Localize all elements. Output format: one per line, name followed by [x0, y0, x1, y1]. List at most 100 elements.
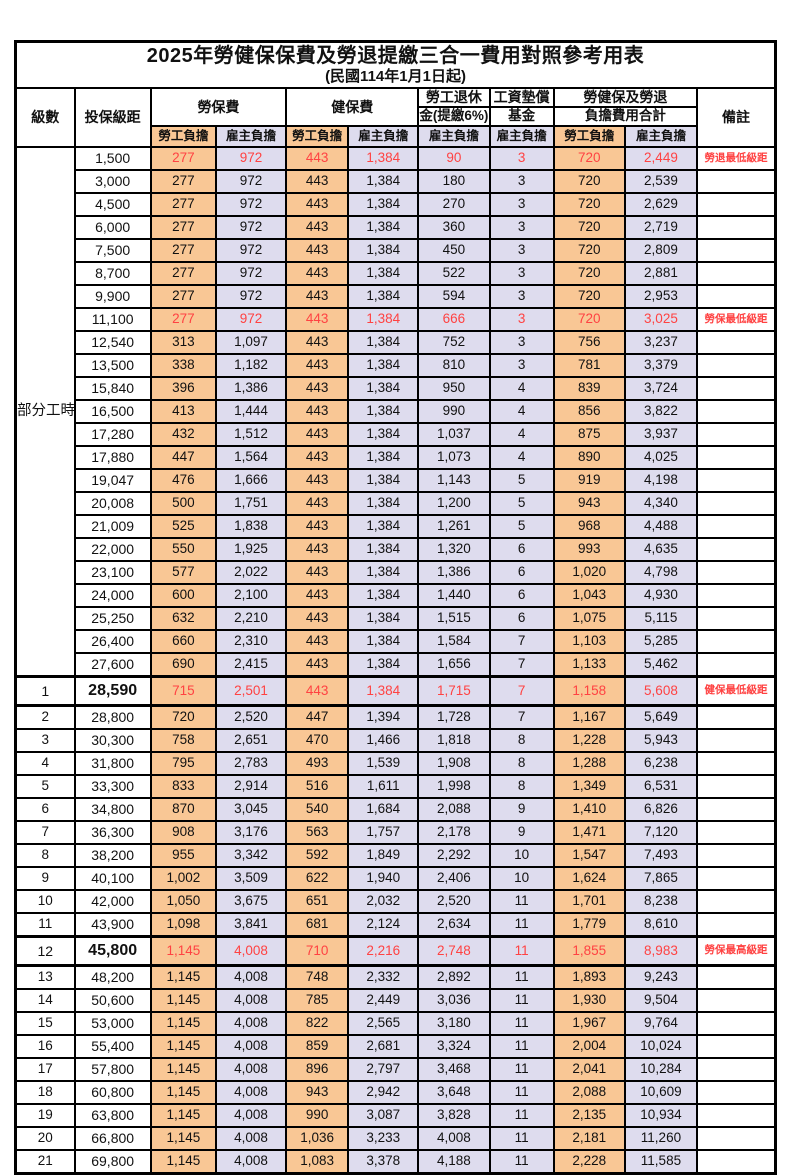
- value-cell-total_employee: 720: [552, 215, 626, 240]
- table-body: 部分工時 1,500 277 972 443 1,384 90 3 720 2,449 勞退最低級距…: [14, 146, 777, 1175]
- remark-cell: [696, 704, 777, 730]
- remark-cell: [696, 866, 777, 891]
- value-cell-pension_employer: 752: [417, 330, 491, 355]
- table-row: 20,008 500 1,751 443 1,384 1,200 5 943 4,340: [16, 491, 777, 516]
- bracket-cell: 16,500: [73, 399, 152, 424]
- table-row: 16,500 413 1,444 443 1,384 990 4 856 3,822: [16, 399, 777, 424]
- remark-cell: [696, 376, 777, 401]
- value-cell-wage_fund_employer: 4: [488, 445, 555, 470]
- remark-cell: [696, 1057, 777, 1082]
- value-cell-total_employee: 1,167: [552, 704, 626, 730]
- level-cell: 21: [14, 1149, 76, 1175]
- value-cell-total_employee: 1,349: [552, 774, 626, 799]
- value-cell-health_employee: 710: [285, 935, 350, 967]
- value-cell-total_employee: 856: [552, 399, 626, 424]
- value-cell-health_employee: 443: [285, 284, 350, 309]
- bracket-cell: 42,000: [73, 889, 152, 914]
- table-row: 27,600 690 2,415 443 1,384 1,656 7 1,133 5,462: [16, 652, 777, 678]
- value-cell-pension_employer: 2,892: [417, 964, 491, 990]
- value-cell-total_employer: 8,983: [623, 935, 699, 967]
- col-header-wage-fund-line1: 工資墊償: [488, 87, 555, 108]
- value-cell-labor_employer: 4,008: [214, 1126, 288, 1151]
- bracket-cell: 1,500: [73, 146, 152, 171]
- value-cell-health_employee: 443: [285, 192, 350, 217]
- remark-cell: [696, 728, 777, 753]
- table-row: 18 60,800 1,145 4,008 943 2,942 3,648 11 2,088 10…: [14, 1080, 777, 1105]
- bracket-cell: 21,009: [73, 514, 152, 539]
- col-header-total-line1: 勞健保及勞退: [552, 87, 699, 108]
- value-cell-labor_employee: 277: [149, 192, 217, 217]
- value-cell-labor_employee: 277: [149, 284, 217, 309]
- value-cell-pension_employer: 360: [417, 215, 491, 240]
- value-cell-health_employer: 1,384: [347, 399, 420, 424]
- value-cell-pension_employer: 1,143: [417, 468, 491, 493]
- remark-cell: [696, 399, 777, 424]
- value-cell-total_employer: 9,504: [623, 988, 699, 1013]
- value-cell-labor_employer: 3,045: [214, 797, 288, 822]
- table-row: 12 45,800 1,145 4,008 710 2,216 2,748 11 1,855 8,…: [14, 935, 777, 967]
- value-cell-wage_fund_employer: 3: [488, 238, 555, 263]
- value-cell-total_employer: 6,238: [623, 751, 699, 776]
- subheader-wage-fund-employer: 雇主負擔: [488, 125, 555, 148]
- value-cell-total_employer: 5,943: [623, 728, 699, 753]
- value-cell-health_employee: 493: [285, 751, 350, 776]
- value-cell-health_employer: 2,216: [347, 935, 420, 967]
- value-cell-wage_fund_employer: 7: [488, 629, 555, 654]
- table-row: 3 30,300 758 2,651 470 1,466 1,818 8 1,228 5,943: [14, 728, 777, 753]
- value-cell-labor_employer: 972: [214, 261, 288, 286]
- value-cell-labor_employee: 1,145: [149, 988, 217, 1013]
- value-cell-pension_employer: 2,292: [417, 843, 491, 868]
- value-cell-wage_fund_employer: 6: [488, 537, 555, 562]
- remark-cell: [696, 238, 777, 263]
- remark-cell: [696, 330, 777, 355]
- value-cell-total_employer: 4,798: [623, 560, 699, 585]
- level-cell: 13: [14, 964, 76, 990]
- bracket-cell: 9,900: [73, 284, 152, 309]
- remark-cell: [696, 964, 777, 990]
- value-cell-pension_employer: 666: [417, 307, 491, 332]
- value-cell-labor_employee: 432: [149, 422, 217, 447]
- value-cell-pension_employer: 1,584: [417, 629, 491, 654]
- value-cell-labor_employee: 908: [149, 820, 217, 845]
- bracket-cell: 17,880: [73, 445, 152, 470]
- remark-cell: [696, 1103, 777, 1128]
- value-cell-pension_employer: 90: [417, 146, 491, 171]
- table-row: 20 66,800 1,145 4,008 1,036 3,233 4,008 11 2,181…: [14, 1126, 777, 1151]
- value-cell-health_employee: 443: [285, 560, 350, 585]
- value-cell-total_employer: 10,024: [623, 1034, 699, 1059]
- value-cell-total_employer: 4,025: [623, 445, 699, 470]
- value-cell-health_employer: 1,384: [347, 468, 420, 493]
- bracket-cell: 19,047: [73, 468, 152, 493]
- remark-cell: [696, 1080, 777, 1105]
- value-cell-health_employee: 443: [285, 399, 350, 424]
- value-cell-labor_employee: 1,145: [149, 1126, 217, 1151]
- remark-cell: [696, 774, 777, 799]
- value-cell-labor_employee: 1,050: [149, 889, 217, 914]
- value-cell-health_employer: 2,449: [347, 988, 420, 1013]
- value-cell-wage_fund_employer: 4: [488, 376, 555, 401]
- value-cell-total_employer: 9,243: [623, 964, 699, 990]
- table-row: 15,840 396 1,386 443 1,384 950 4 839 3,724: [16, 376, 777, 401]
- value-cell-total_employee: 2,181: [552, 1126, 626, 1151]
- value-cell-health_employer: 1,384: [347, 675, 420, 707]
- bracket-cell: 30,300: [73, 728, 152, 753]
- value-cell-labor_employee: 870: [149, 797, 217, 822]
- remark-cell: [696, 889, 777, 914]
- value-cell-labor_employee: 1,145: [149, 1080, 217, 1105]
- value-cell-health_employer: 1,384: [347, 583, 420, 608]
- table-row: 17,280 432 1,512 443 1,384 1,037 4 875 3,937: [16, 422, 777, 447]
- bracket-cell: 38,200: [73, 843, 152, 868]
- bracket-cell: 40,100: [73, 866, 152, 891]
- value-cell-wage_fund_employer: 11: [488, 1011, 555, 1036]
- subheader-health-employee: 勞工負擔: [285, 125, 350, 148]
- value-cell-total_employer: 3,379: [623, 353, 699, 378]
- table-row: 26,400 660 2,310 443 1,384 1,584 7 1,103 5,285: [16, 629, 777, 654]
- value-cell-labor_employee: 277: [149, 169, 217, 194]
- value-cell-total_employer: 8,610: [623, 912, 699, 938]
- value-cell-labor_employer: 4,008: [214, 935, 288, 967]
- value-cell-health_employer: 1,384: [347, 652, 420, 678]
- value-cell-total_employer: 4,635: [623, 537, 699, 562]
- remark-cell: 勞退最低級距: [696, 146, 777, 171]
- value-cell-health_employee: 443: [285, 652, 350, 678]
- value-cell-health_employer: 2,565: [347, 1011, 420, 1036]
